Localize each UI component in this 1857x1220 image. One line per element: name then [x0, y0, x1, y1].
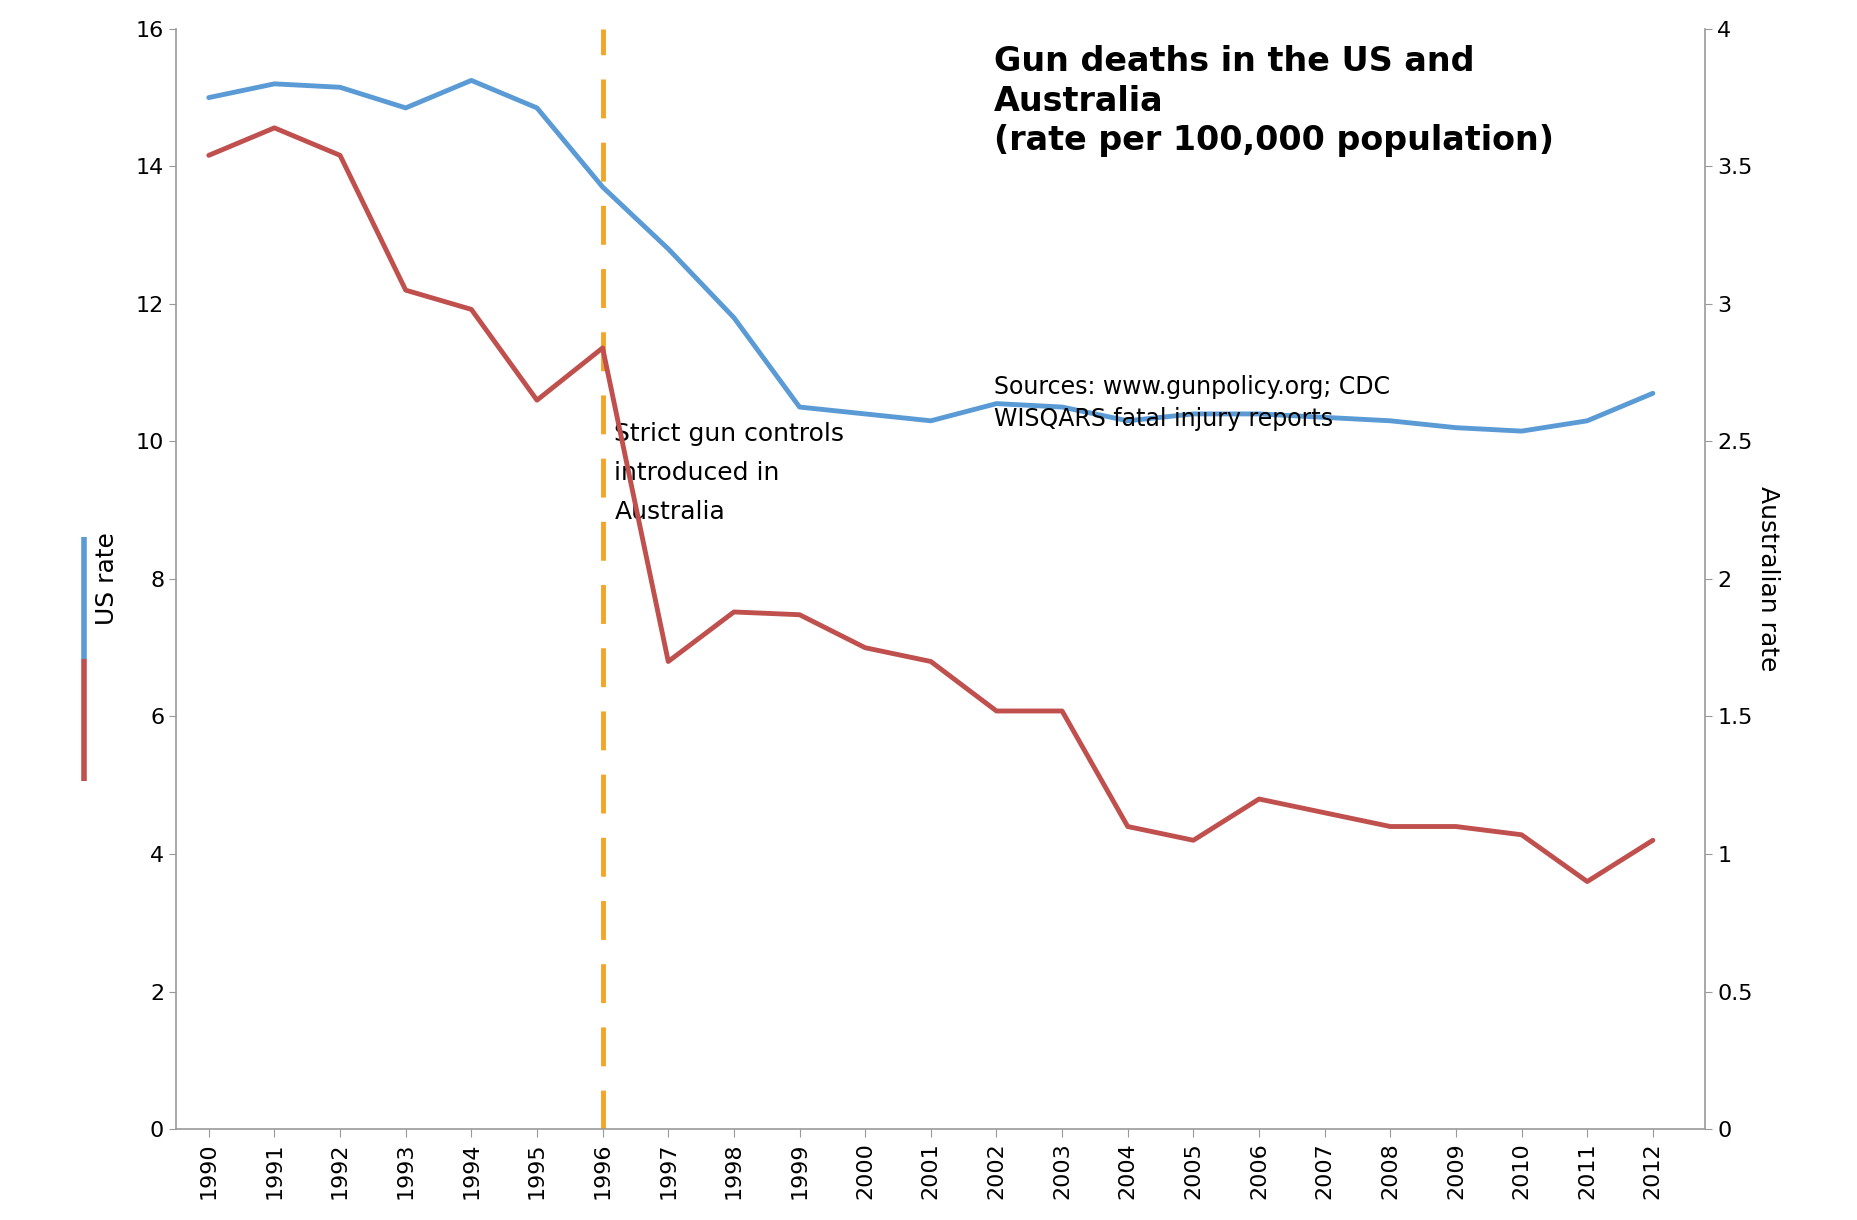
Text: Gun deaths in the US and
Australia
(rate per 100,000 population): Gun deaths in the US and Australia (rate… [993, 45, 1554, 157]
Text: Strict gun controls
introduced in
Australia: Strict gun controls introduced in Austra… [615, 422, 845, 523]
Text: Sources: www.gunpolicy.org; CDC
WISQARS fatal injury reports: Sources: www.gunpolicy.org; CDC WISQARS … [993, 376, 1391, 431]
Y-axis label: US rate: US rate [95, 532, 119, 626]
Y-axis label: Australian rate: Australian rate [1757, 487, 1781, 672]
